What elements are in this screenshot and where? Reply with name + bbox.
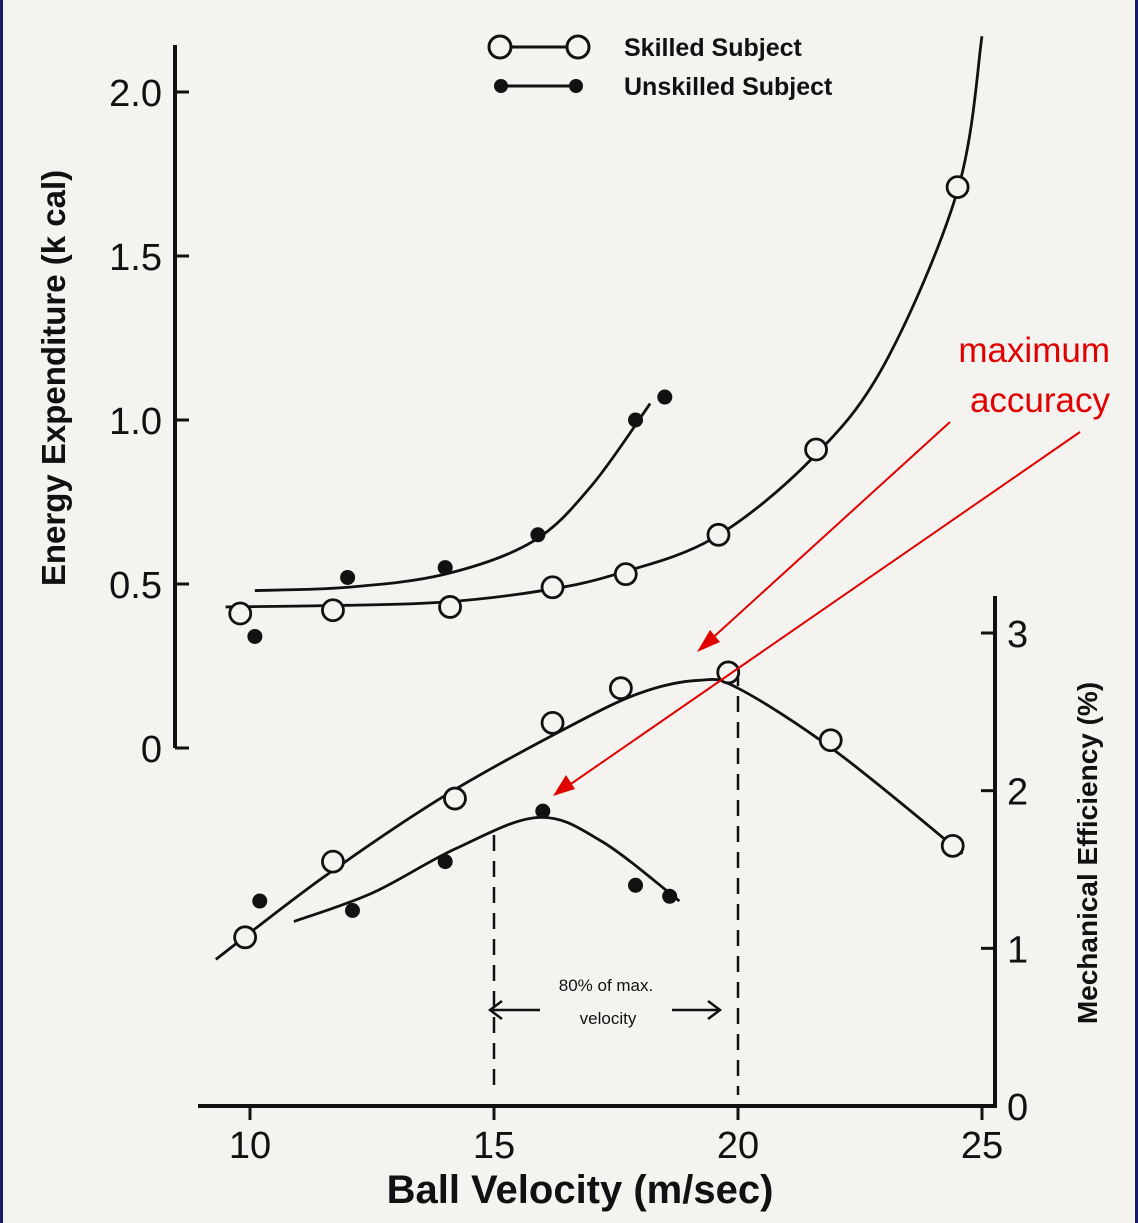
y-left-tick-label: 2.0 bbox=[109, 73, 162, 115]
series-curve bbox=[225, 36, 984, 609]
range-arrow-right-head bbox=[707, 1000, 723, 1020]
range-arrow-left-head bbox=[487, 1000, 503, 1020]
data-point-skilled bbox=[438, 595, 462, 619]
legend-skilled-marker-left bbox=[487, 34, 513, 60]
data-point-skilled bbox=[540, 710, 565, 735]
x-axis-title: Ball Velocity (m/sec) bbox=[387, 1168, 774, 1212]
y-left-tick-label: 0 bbox=[141, 729, 162, 771]
legend-unskilled-marker-right bbox=[569, 79, 583, 93]
data-point-unskilled bbox=[662, 888, 678, 904]
data-point-skilled bbox=[706, 522, 731, 547]
data-point-skilled bbox=[818, 728, 843, 753]
y-right-tick-label: 1 bbox=[1007, 929, 1028, 971]
red-arrow-unskilled-head bbox=[553, 775, 575, 796]
y-right-tick-label: 3 bbox=[1007, 614, 1028, 656]
data-point-unskilled bbox=[530, 527, 546, 543]
y-left-tick-label: 1.0 bbox=[109, 401, 162, 443]
data-point-unskilled bbox=[628, 412, 644, 428]
maximum-accuracy-annotation: maximum accuracy bbox=[553, 331, 1110, 796]
data-point-skilled bbox=[321, 849, 345, 874]
red-arrow-skilled-head bbox=[697, 630, 720, 652]
data-point-skilled bbox=[613, 562, 638, 587]
red-label-line1: maximum bbox=[958, 331, 1110, 370]
legend: Skilled Subject Unskilled Subject bbox=[487, 34, 833, 101]
data-point-skilled bbox=[608, 676, 633, 701]
series-points bbox=[228, 175, 970, 950]
data-point-skilled bbox=[540, 575, 565, 600]
reference-lines bbox=[492, 670, 740, 1095]
data-point-skilled bbox=[804, 437, 828, 462]
y-right-tick-label: 2 bbox=[1007, 772, 1028, 814]
data-point-skilled bbox=[443, 786, 467, 811]
range-annotation: 80% of max. velocity bbox=[487, 976, 723, 1028]
data-point-skilled bbox=[233, 925, 258, 950]
data-point-unskilled bbox=[628, 877, 644, 893]
data-point-unskilled bbox=[252, 893, 268, 909]
x-tick-label: 25 bbox=[961, 1125, 1003, 1167]
legend-unskilled-label: Unskilled Subject bbox=[624, 73, 833, 101]
y-left-tick-label: 1.5 bbox=[109, 237, 162, 279]
data-point-unskilled bbox=[344, 902, 360, 918]
data-point-unskilled bbox=[535, 803, 551, 819]
data-point-unskilled bbox=[437, 854, 453, 870]
y-left-tick-label: 0.5 bbox=[109, 565, 162, 607]
data-point-unskilled bbox=[657, 389, 673, 405]
range-note-line2: velocity bbox=[580, 1009, 637, 1028]
data-point-skilled bbox=[321, 598, 345, 623]
x-tick-label: 15 bbox=[473, 1125, 515, 1167]
red-arrow-skilled-shaft bbox=[706, 421, 951, 644]
y-left-axis-title: Energy Expenditure (k cal) bbox=[35, 170, 72, 586]
legend-skilled-marker-right bbox=[565, 34, 591, 60]
range-note-line1: 80% of max. bbox=[559, 976, 654, 995]
red-label-line2: accuracy bbox=[970, 381, 1111, 420]
y-right-axis-title: Mechanical Efficiency (%) bbox=[1072, 682, 1103, 1024]
data-point-skilled bbox=[228, 601, 253, 626]
data-point-skilled bbox=[945, 175, 970, 200]
data-point-unskilled bbox=[437, 560, 453, 576]
legend-skilled-label: Skilled Subject bbox=[624, 34, 803, 62]
data-point-unskilled bbox=[247, 628, 263, 644]
x-tick-label: 10 bbox=[229, 1125, 271, 1167]
data-point-skilled bbox=[940, 833, 965, 858]
legend-unskilled-marker-left bbox=[494, 79, 508, 93]
y-right-tick-label: 0 bbox=[1007, 1087, 1028, 1129]
series-curve bbox=[214, 677, 964, 961]
axes-group bbox=[173, 45, 997, 1108]
red-arrow-unskilled-shaft bbox=[564, 431, 1081, 789]
x-tick-label: 20 bbox=[717, 1125, 759, 1167]
chart-paper bbox=[3, 0, 1135, 1223]
data-point-unskilled bbox=[340, 569, 356, 585]
series-curve bbox=[254, 402, 652, 592]
series-curve bbox=[293, 816, 681, 923]
